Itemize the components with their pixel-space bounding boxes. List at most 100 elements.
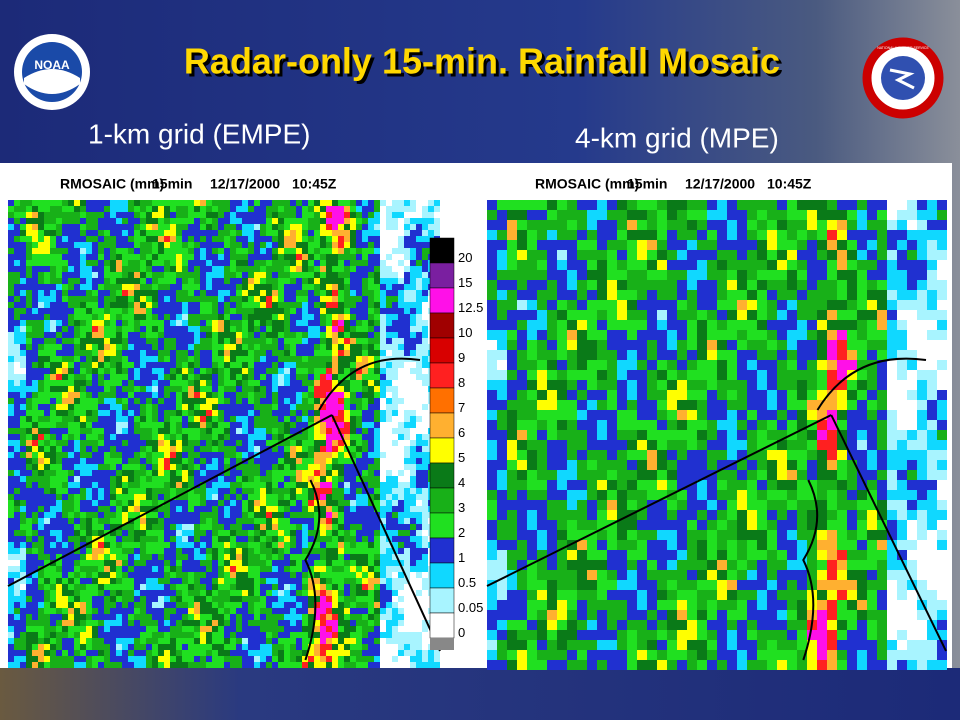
radar-cell (380, 326, 386, 332)
radar-cell (182, 434, 188, 440)
radar-cell (404, 308, 410, 314)
radar-cell (344, 410, 350, 416)
radar-cell (8, 506, 14, 512)
radar-cell (158, 560, 164, 566)
radar-cell (350, 566, 356, 572)
radar-cell (344, 476, 350, 482)
radar-cell (398, 572, 404, 578)
radar-cell (38, 374, 44, 380)
radar-cell (422, 218, 428, 224)
radar-cell (140, 518, 146, 524)
radar-cell (386, 248, 392, 254)
radar-cell (188, 590, 194, 596)
radar-cell (146, 206, 152, 212)
radar-cell (50, 536, 56, 542)
radar-cell (374, 554, 380, 560)
radar-cell (98, 578, 104, 584)
radar-cell (80, 320, 86, 326)
radar-cell (284, 446, 290, 452)
radar-cell (98, 206, 104, 212)
radar-cell (206, 542, 212, 548)
radar-cell (38, 416, 44, 422)
radar-cell (152, 494, 158, 500)
radar-cell (398, 296, 404, 302)
radar-cell (128, 452, 134, 458)
radar-cell (314, 260, 320, 266)
radar-cell (230, 572, 236, 578)
radar-cell (194, 314, 200, 320)
radar-cell (398, 578, 404, 584)
radar-cell (212, 548, 218, 554)
radar-cell (398, 542, 404, 548)
radar-cell (116, 254, 122, 260)
radar-cell (392, 362, 398, 368)
radar-cell (98, 566, 104, 572)
radar-cell (116, 458, 122, 464)
radar-cell (242, 248, 248, 254)
radar-cell (254, 446, 260, 452)
radar-cell (182, 230, 188, 236)
radar-cell (128, 608, 134, 614)
radar-cell (26, 488, 32, 494)
radar-cell (344, 542, 350, 548)
radar-cell (392, 302, 398, 308)
radar-cell (428, 230, 434, 236)
radar-cell (104, 404, 110, 410)
radar-cell (266, 434, 272, 440)
radar-cell (194, 530, 200, 536)
radar-cell (224, 368, 230, 374)
radar-cell (326, 494, 332, 500)
radar-cell (80, 254, 86, 260)
radar-cell (332, 530, 338, 536)
radar-cell (296, 524, 302, 530)
radar-cell (158, 566, 164, 572)
radar-cell (248, 560, 254, 566)
radar-cell (170, 266, 176, 272)
radar-cell (386, 542, 392, 548)
radar-cell (254, 590, 260, 596)
radar-cell (32, 260, 38, 266)
radar-cell (140, 566, 146, 572)
radar-cell (224, 542, 230, 548)
radar-cell (116, 512, 122, 518)
radar-cell (350, 356, 356, 362)
radar-cell (284, 284, 290, 290)
radar-cell (302, 434, 308, 440)
radar-cell (188, 494, 194, 500)
radar-cell (326, 440, 332, 446)
radar-cell (236, 398, 242, 404)
radar-cell (386, 554, 392, 560)
radar-cell (26, 452, 32, 458)
radar-cell (194, 326, 200, 332)
radar-cell (362, 200, 368, 206)
radar-cell (248, 284, 254, 290)
radar-cell (188, 206, 194, 212)
radar-cell (296, 572, 302, 578)
radar-cell (200, 584, 206, 590)
radar-cell (164, 230, 170, 236)
radar-cell (356, 326, 362, 332)
radar-cell (98, 482, 104, 488)
radar-cell (74, 218, 80, 224)
radar-cell (386, 458, 392, 464)
radar-cell (86, 596, 92, 602)
radar-cell (104, 248, 110, 254)
radar-cell (110, 524, 116, 530)
radar-cell (374, 248, 380, 254)
radar-cell (272, 530, 278, 536)
radar-cell (374, 398, 380, 404)
radar-cell (302, 236, 308, 242)
radar-cell (296, 500, 302, 506)
radar-cell (314, 464, 320, 470)
radar-cell (110, 272, 116, 278)
radar-cell (338, 272, 344, 278)
radar-cell (134, 458, 140, 464)
radar-cell (224, 512, 230, 518)
radar-cell (122, 434, 128, 440)
radar-cell (44, 344, 50, 350)
radar-cell (152, 596, 158, 602)
radar-cell (422, 398, 428, 404)
radar-cell (14, 374, 20, 380)
radar-cell (308, 494, 314, 500)
radar-cell (26, 476, 32, 482)
